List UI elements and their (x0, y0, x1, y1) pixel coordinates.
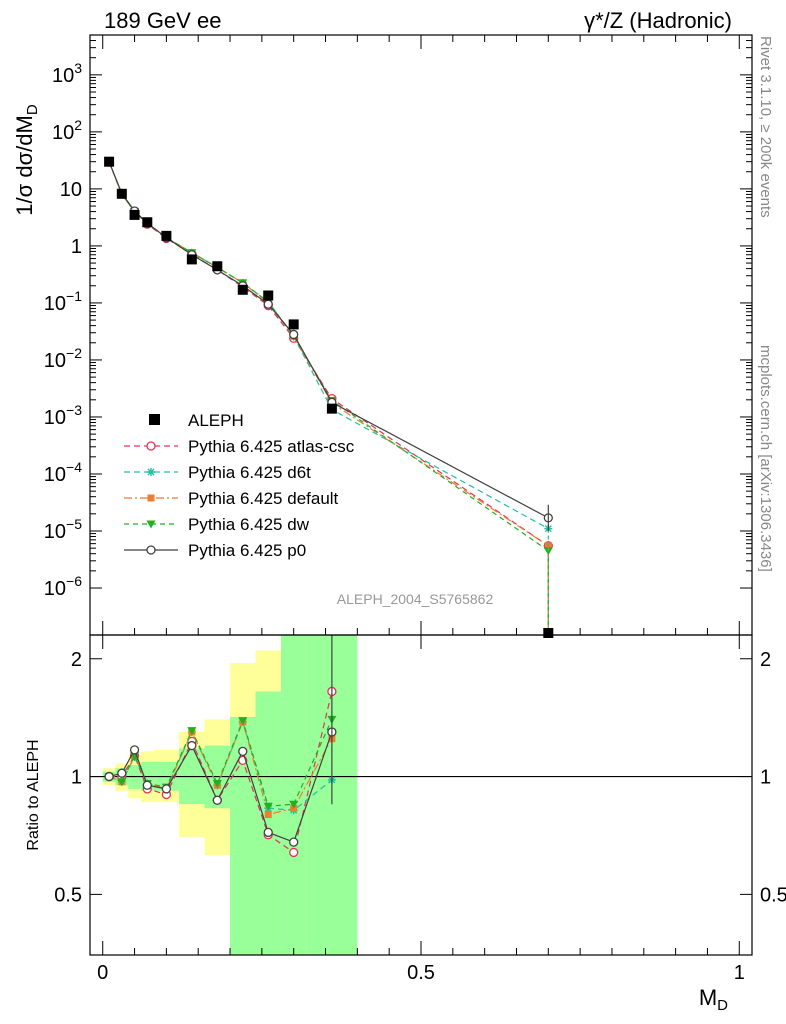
ratio-point (187, 740, 197, 751)
data-point (263, 290, 274, 301)
y-tick-label: 10−4 (44, 459, 82, 486)
legend-marker (146, 441, 156, 451)
ratio-y-tick-label-right: 1 (760, 767, 771, 789)
series-1 (105, 157, 553, 533)
main-ylabel: 1/σ dσ/dMD (12, 104, 41, 216)
series-point (289, 329, 299, 340)
aleph-data (104, 156, 554, 638)
y-tick-label: 10−5 (44, 516, 82, 543)
ratio-y-tick-label: 0.5 (54, 884, 82, 906)
ratio-point (161, 784, 172, 794)
x-axis-label: MD (699, 985, 728, 1014)
series-line (108, 161, 549, 530)
legend-label: Pythia 6.425 dw (188, 515, 310, 534)
ratio-point (263, 802, 273, 811)
data-point (142, 217, 153, 228)
data-point (104, 156, 115, 167)
data-point (326, 403, 337, 414)
y-tick-label: 10−2 (44, 345, 82, 372)
ratio-panel (90, 635, 752, 858)
ratio-point (238, 717, 248, 726)
ratio-point (187, 727, 197, 736)
x-axis-label-text: M (699, 985, 717, 1010)
x-tick-label: 0 (97, 962, 108, 984)
legend-marker (146, 520, 156, 529)
ratio-point (129, 745, 140, 755)
legend-marker (149, 414, 160, 425)
ratio-point (212, 795, 222, 805)
ratio-point (264, 810, 272, 818)
main-ylabel-text: 1/σ dσ/dM (12, 115, 37, 216)
y-tick-label: 10−1 (44, 288, 82, 315)
legend-label: Pythia 6.425 atlas-csc (188, 437, 355, 456)
x-tick-label: 1 (734, 962, 745, 984)
y-tick-label: 10−3 (44, 402, 82, 429)
ratio-point (238, 746, 248, 756)
ratio-point (263, 827, 273, 838)
data-point (129, 209, 140, 220)
x-axis-label-sub: D (717, 997, 728, 1014)
header-left: 189 GeV ee (104, 8, 221, 33)
y-tick-label: 10 (60, 179, 82, 201)
ratio-point (142, 780, 152, 790)
legend-entry: Pythia 6.425 p0 (124, 541, 306, 560)
y-tick-label: 10−6 (44, 573, 82, 600)
data-point (288, 319, 299, 330)
legend-marker (146, 545, 156, 555)
y-tick-label: 102 (52, 117, 82, 144)
legend-marker (147, 468, 155, 476)
series-4 (104, 157, 553, 523)
series-line (108, 161, 549, 519)
legend-entry: ALEPH (149, 411, 244, 430)
header-right: γ*/Z (Hadronic) (584, 8, 732, 33)
side-label-rivet: Rivet 3.1.10, ≥ 200k events (757, 36, 774, 218)
band-green (255, 691, 281, 955)
legend-marker (147, 494, 155, 502)
side-label-mcplots: mcplots.cern.ch [arXiv:1306.3436] (757, 345, 774, 572)
legend-label: Pythia 6.425 p0 (188, 541, 306, 560)
ratio-uncertainty-bands (102, 635, 358, 955)
ratio-y-tick-label: 2 (71, 649, 82, 671)
main-ylabel-sub: D (24, 104, 41, 115)
data-point (116, 188, 127, 199)
ratio-y-tick-label-right: 0.5 (760, 884, 786, 906)
legend-entry: Pythia 6.425 dw (124, 515, 310, 534)
data-point (161, 230, 172, 241)
data-point (237, 284, 248, 295)
ratio-point (212, 780, 222, 789)
ratio-point (117, 768, 127, 778)
legend-label: Pythia 6.425 default (188, 489, 339, 508)
y-tick-label: 103 (52, 60, 82, 87)
ratio-point (289, 800, 299, 809)
legend-label: Pythia 6.425 d6t (188, 463, 311, 482)
legend-entry: Pythia 6.425 default (124, 489, 339, 508)
ratio-y-tick-label: 1 (71, 767, 82, 789)
analysis-id: ALEPH_2004_S5765862 (337, 591, 494, 607)
ratio-y-tick-label-right: 2 (760, 649, 771, 671)
legend: ALEPH Pythia 6.425 atlas-csc Pythia 6.425 … (124, 411, 355, 560)
band-green (280, 635, 307, 955)
ratio-point (289, 847, 299, 858)
main-panel (104, 156, 554, 638)
series-point (263, 299, 273, 309)
legend-entry: Pythia 6.425 d6t (124, 463, 311, 482)
legend-entry: Pythia 6.425 atlas-csc (124, 437, 355, 456)
ratio-point (289, 837, 299, 847)
legend-label: ALEPH (188, 411, 244, 430)
ratio-point (117, 778, 127, 787)
data-point (212, 261, 223, 272)
y-tick-label: 1 (71, 236, 82, 258)
ratio-ylabel: Ratio to ALEPH (25, 739, 42, 850)
ratio-point (104, 771, 114, 782)
x-tick-label: 0.5 (407, 962, 435, 984)
data-point (186, 254, 197, 265)
